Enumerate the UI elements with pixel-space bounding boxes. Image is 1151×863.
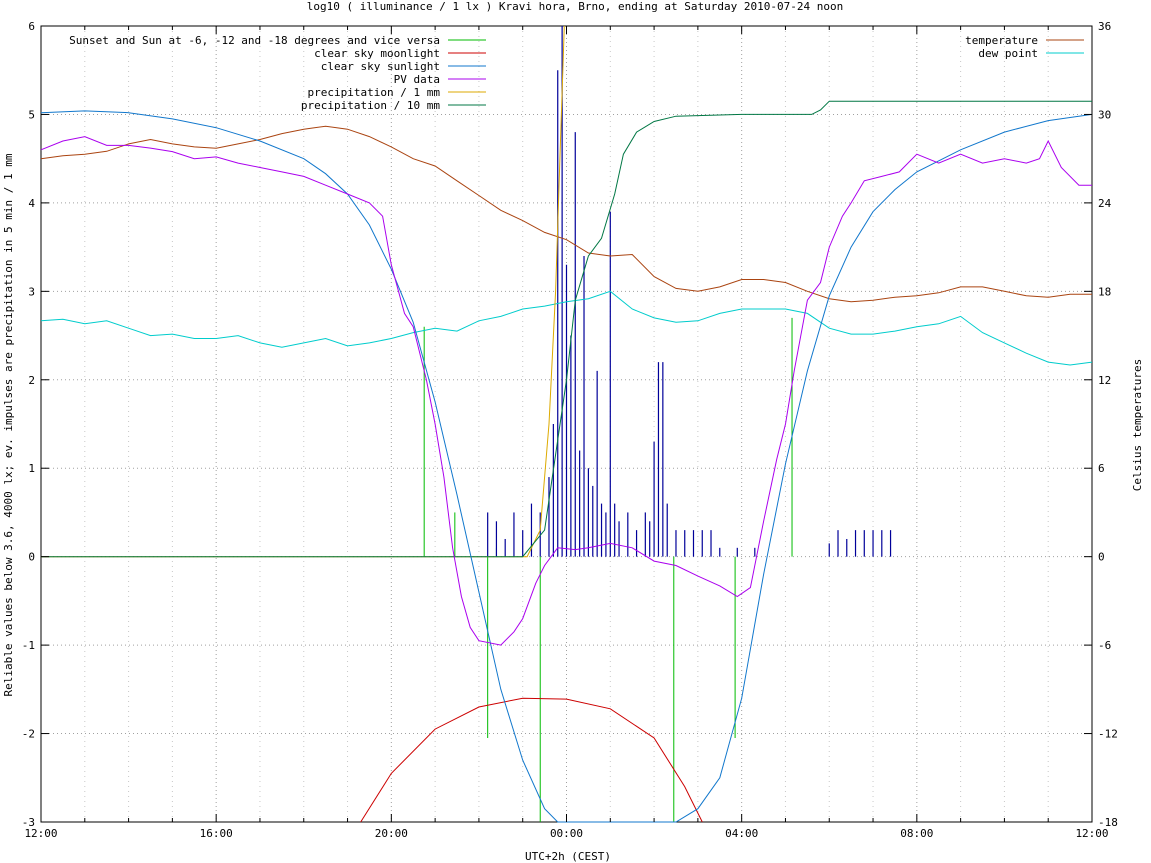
y2-tick-label: -12 xyxy=(1098,728,1118,741)
temperature-line xyxy=(40,125,1092,303)
legend: Sunset and Sun at -6, -12 and -18 degree… xyxy=(69,34,1084,112)
y-axis-label: Reliable values below 3.6, 4000 lx; ev. … xyxy=(2,153,15,696)
y-tick-label: 6 xyxy=(28,20,35,33)
legend-left-label: Sunset and Sun at -6, -12 and -18 degree… xyxy=(69,34,440,47)
y-tick-label: -1 xyxy=(22,639,35,652)
moonlight-line xyxy=(360,697,703,823)
x-tick-label: 04:00 xyxy=(725,827,758,840)
y2-tick-label: 12 xyxy=(1098,374,1111,387)
x-tick-label: 08:00 xyxy=(900,827,933,840)
y2-tick-label: -18 xyxy=(1098,816,1118,829)
legend-left-label: precipitation / 1 mm xyxy=(308,86,441,99)
grid-lines xyxy=(41,26,1092,822)
legend-left-label: clear sky moonlight xyxy=(314,47,440,60)
y2-tick-label: 18 xyxy=(1098,285,1111,298)
y2-axis-label: Celsius temperatures xyxy=(1131,359,1144,491)
y-tick-label: 4 xyxy=(28,197,35,210)
x-tick-label: 12:00 xyxy=(24,827,57,840)
legend-right-label: dew point xyxy=(978,47,1038,60)
y-tick-label: 5 xyxy=(28,108,35,121)
y2-tick-label: 30 xyxy=(1098,108,1111,121)
legend-left-label: PV data xyxy=(394,73,440,86)
x-tick-label: 12:00 xyxy=(1075,827,1108,840)
y-tick-label: 0 xyxy=(28,551,35,564)
data-series xyxy=(40,25,1093,823)
dew-point-line xyxy=(40,290,1093,366)
axes-ticks: 12:00 16:00 20:00 00:00 04:00 08:00 12:00-3-2-… xyxy=(22,20,1118,840)
precip-1mm-line xyxy=(41,25,565,558)
y2-tick-label: 0 xyxy=(1098,551,1105,564)
sunlight-line xyxy=(40,110,1093,823)
legend-left-label: clear sky sunlight xyxy=(321,60,440,73)
legend-right-label: temperature xyxy=(965,34,1038,47)
y-tick-label: 3 xyxy=(28,285,35,298)
pv-data-line xyxy=(40,136,1092,646)
y-tick-label: 1 xyxy=(28,462,35,475)
x-axis-label: UTC+2h (CEST) xyxy=(525,850,611,863)
y2-tick-label: -6 xyxy=(1098,639,1111,652)
y-tick-label: -2 xyxy=(22,728,35,741)
y2-tick-label: 36 xyxy=(1098,20,1111,33)
y2-tick-label: 6 xyxy=(1098,462,1105,475)
precip-10mm-line xyxy=(41,100,1092,558)
chart-title: log10 ( illuminance / 1 lx ) Kravi hora,… xyxy=(307,0,843,13)
y2-tick-label: 24 xyxy=(1098,197,1112,210)
y-tick-label: 2 xyxy=(28,374,35,387)
x-tick-label: 20:00 xyxy=(375,827,408,840)
x-tick-label: 16:00 xyxy=(200,827,233,840)
x-tick-label: 00:00 xyxy=(550,827,583,840)
legend-left-label: precipitation / 10 mm xyxy=(301,99,440,112)
y-tick-label: -3 xyxy=(22,816,35,829)
